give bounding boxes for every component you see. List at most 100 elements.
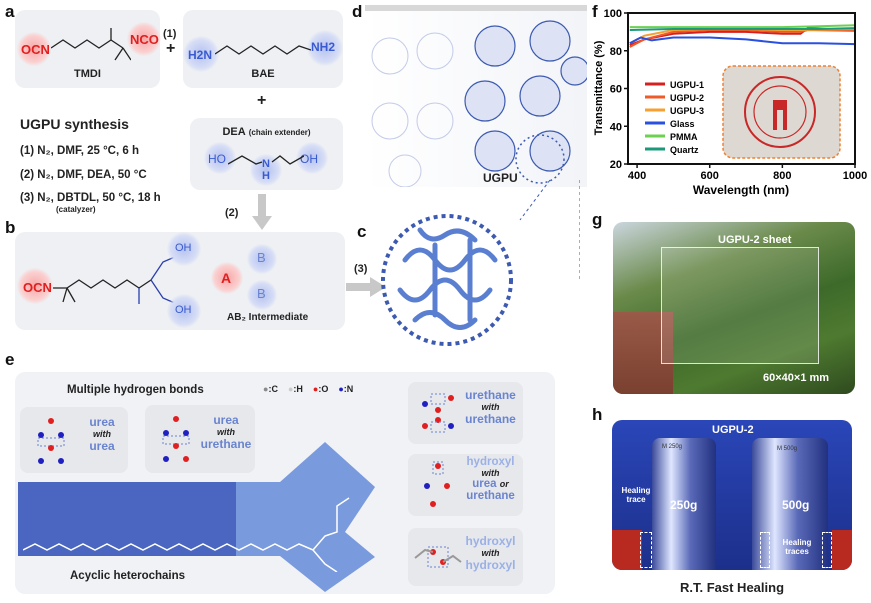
n-atom: N <box>262 158 270 170</box>
pair-a: hydroxyl <box>465 534 516 548</box>
series-line-glass <box>629 36 856 46</box>
arrow-down-icon <box>252 194 272 230</box>
tmdi-box: OCN NCO TMDI <box>15 10 161 88</box>
pair-b: urethane <box>465 412 516 426</box>
y-tick-label: 20 <box>610 159 622 171</box>
panel-label-d: d <box>352 2 363 21</box>
urea-urethane-box: urea with urethane <box>145 405 255 473</box>
ugpu-label: UGPU <box>483 171 518 185</box>
h2n-group: H2N <box>188 48 213 62</box>
bae-name: BAE <box>251 68 275 80</box>
plus-sign-2: + <box>257 92 267 109</box>
step1-label: (1) <box>163 28 177 40</box>
dea-skeleton <box>228 155 304 165</box>
weight-500g-label: 500g <box>782 498 810 512</box>
sheet-size: 60×40×1 mm <box>763 372 830 384</box>
step2-label: (2) <box>225 207 239 219</box>
synthesis-step-2: (2) N₂, DMF, DEA, 50 °C <box>20 169 147 181</box>
atom-legend: ●:C ●:H ●:O ●:N <box>263 384 353 394</box>
pair-a: urea <box>89 415 115 429</box>
oh-top: OH <box>175 242 192 254</box>
heterochain-structure <box>23 497 350 572</box>
plus-sign: + <box>166 40 176 57</box>
stamp-500g: M 500g <box>777 446 798 452</box>
legend-label: UGPU-2 <box>670 93 704 103</box>
legend-o: ●:O <box>312 384 329 394</box>
with: with <box>93 429 111 439</box>
hbond-title: Multiple hydrogen bonds <box>67 384 204 396</box>
legend-label: PMMA <box>670 132 698 142</box>
legend-n: ●:N <box>338 384 354 394</box>
x-tick-label: 600 <box>701 170 719 182</box>
fast-healing-caption: R.T. Fast Healing <box>679 580 785 595</box>
pair-a: urea <box>213 413 239 427</box>
panel-label-h: h <box>592 405 603 424</box>
with: with <box>481 402 500 412</box>
synthesis-title: UGPU synthesis <box>20 116 129 132</box>
dea-note: (chain extender) <box>248 128 311 137</box>
with: with <box>217 427 235 437</box>
hydroxyl-urea-urethane-box: hydroxyl with urea or urethane <box>408 454 523 516</box>
x-axis-label: Wavelength (nm) <box>693 183 789 197</box>
tmdi-name: TMDI <box>74 68 101 80</box>
bae-box: H2N NH2 BAE <box>183 10 343 88</box>
building <box>613 312 673 394</box>
catalyzer-note: (catalyzer) <box>56 205 96 214</box>
panel-label-f: f <box>592 2 598 21</box>
weight-250g-label: 250g <box>670 498 698 512</box>
step3-label: (3) <box>354 263 368 275</box>
sheet-label: UGPU-2 sheet <box>718 234 792 246</box>
pair-b: urea <box>472 478 497 490</box>
healing-trace-label: Healing trace <box>621 486 651 504</box>
seal-outer-ring <box>744 76 816 148</box>
ab2-b-top: B <box>257 250 266 265</box>
panel-label-c: c <box>357 222 367 241</box>
healing-trace-box <box>640 532 652 568</box>
panel-label-e: e <box>5 350 15 369</box>
pair-b: hydroxyl <box>465 558 516 572</box>
dea-name: DEA <box>222 126 246 138</box>
intermediate-box: OCN OH OH A B B AB₂ Intermediate <box>15 232 345 330</box>
legend-label: UGPU-1 <box>670 80 704 90</box>
legend-label: UGPU-3 <box>670 106 704 116</box>
chain-label: Acyclic heterochains <box>70 570 186 582</box>
weight-250g <box>652 438 716 570</box>
transparent-sheet <box>661 247 819 364</box>
urea-urea-box: urea with urea <box>20 407 128 473</box>
arrow-right-icon <box>346 277 386 297</box>
sichuan-university-seal-inset <box>722 65 841 159</box>
hydroxyl-hydroxyl-box: hydroxyl with hydroxyl <box>408 528 523 586</box>
network-zoom-circle <box>381 179 580 346</box>
legend-label: Quartz <box>670 145 699 155</box>
seal-emblem <box>773 100 787 130</box>
chain-arrow <box>18 442 375 592</box>
ho-group: HO <box>208 152 226 166</box>
hydrogen-bond-panel: Multiple hydrogen bonds ●:C ●:H ●:O ●:N … <box>15 372 555 594</box>
ugpu-network-illustration: UGPU <box>365 5 590 188</box>
panel-label-b: b <box>5 218 16 237</box>
intermediate-skeleton <box>53 255 178 305</box>
ab2-a: A <box>221 270 232 286</box>
pair-b: urethane <box>200 437 252 451</box>
urethane-urethane-box: urethane with urethane <box>408 382 523 444</box>
bae-skeleton <box>215 45 311 55</box>
ocn-group: OCN <box>23 280 52 295</box>
y-tick-label: 80 <box>610 46 622 58</box>
ab2-b-bottom: B <box>257 286 266 301</box>
with: with <box>481 468 500 478</box>
x-tick-label: 400 <box>628 170 646 182</box>
synthesis-step-1: (1) N₂, DMF, 25 °C, 6 h <box>20 145 139 157</box>
series-line-pmma <box>629 24 856 29</box>
h-atom: H <box>262 170 270 182</box>
x-tick-label: 800 <box>773 170 791 182</box>
ab2-intermediate-label: AB₂ Intermediate <box>227 312 309 323</box>
x-tick-label: 1000 <box>843 170 867 182</box>
or: or <box>499 479 509 489</box>
nco-group: NCO <box>130 32 159 47</box>
y-axis-label: Transmittance (%) <box>593 40 605 135</box>
series-line-quartz <box>629 27 856 31</box>
with: with <box>481 548 500 558</box>
transmittance-chart: 400 600 800 1000 20 40 60 80 100 Transmittance (… <box>593 8 867 197</box>
ocn-group: OCN <box>21 42 50 57</box>
oh-bottom: OH <box>175 304 192 316</box>
